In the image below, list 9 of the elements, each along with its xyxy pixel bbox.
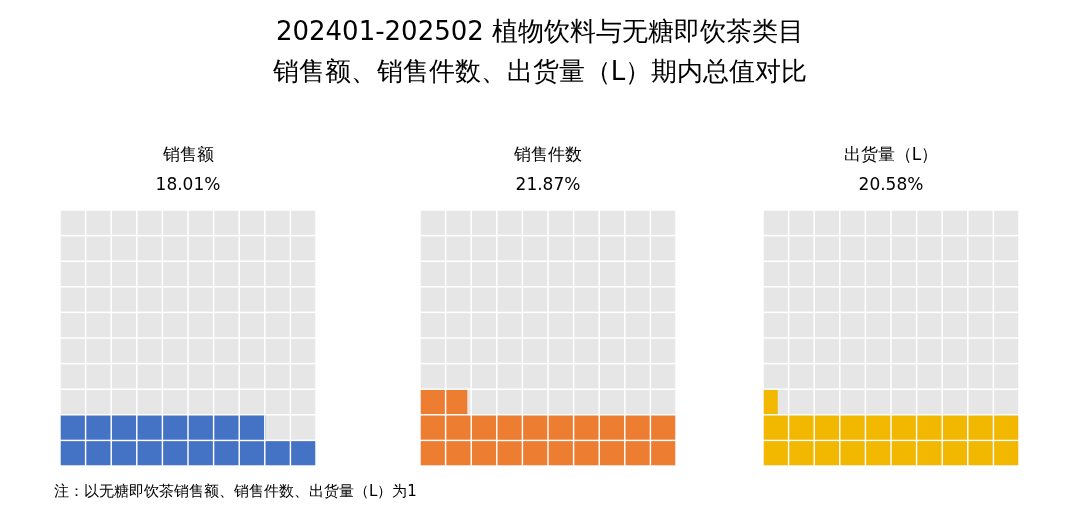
- text: 202401-202502 植物饮料与无糖即饮茶类目: [275, 16, 805, 46]
- text: 注：以无糖即饮茶销售额、销售件数、出货量（L）为1: [54, 482, 417, 500]
- data-label: 18.01%: [155, 174, 221, 194]
- data-label: 20.58%: [858, 174, 924, 194]
- category-label: 销售额: [161, 144, 214, 164]
- category-label: 出货量（L）: [843, 144, 939, 164]
- data-label: 21.87%: [515, 174, 581, 194]
- text: 销售额、销售件数、出货量（L）期内总值对比: [271, 56, 808, 86]
- category-label: 销售件数: [513, 144, 582, 164]
